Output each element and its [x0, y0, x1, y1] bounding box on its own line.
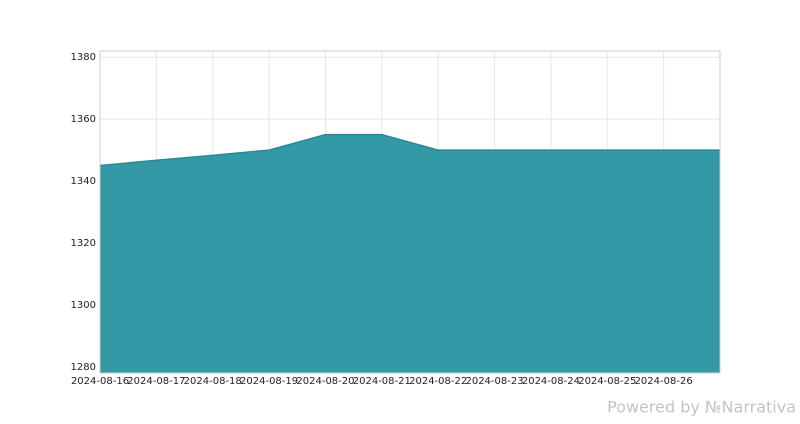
x-tick-label: 2024-08-20: [296, 376, 354, 387]
y-tick-label: 1280: [71, 362, 96, 373]
x-tick-label: 2024-08-21: [353, 376, 411, 387]
x-tick-label: 2024-08-19: [240, 376, 298, 387]
x-tick-label: 2024-08-17: [127, 376, 185, 387]
plot-frame: [99, 50, 721, 374]
area-line: [99, 133, 720, 167]
y-tick-label: 1300: [71, 300, 96, 311]
y-tick-label: 1340: [71, 176, 96, 187]
x-tick-label: 2024-08-16: [71, 376, 129, 387]
x-tick-label: 2024-08-26: [635, 376, 693, 387]
x-tick-label: 2024-08-22: [409, 376, 467, 387]
x-tick-label: 2024-08-23: [465, 376, 523, 387]
x-tick-label: 2024-08-25: [578, 376, 636, 387]
watermark: Powered by №Narrativa: [607, 398, 796, 417]
y-tick-label: 1380: [71, 52, 96, 63]
y-tick-label: 1360: [71, 114, 96, 125]
x-tick-label: 2024-08-18: [184, 376, 242, 387]
area: [100, 134, 720, 373]
y-tick-label: 1320: [71, 238, 96, 249]
x-tick-label: 2024-08-24: [522, 376, 580, 387]
